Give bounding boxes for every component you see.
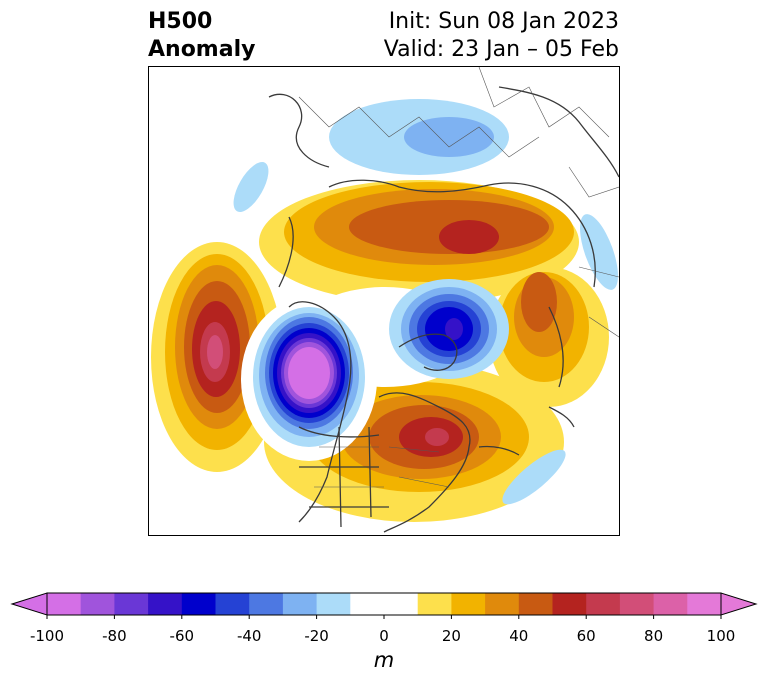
colorbar-swatch <box>586 593 621 615</box>
negative-anomaly-eurasia <box>233 99 618 505</box>
colorbar-swatch <box>384 593 419 615</box>
colorbar-swatch <box>518 593 553 615</box>
title-right: Init: Sun 08 Jan 2023 Valid: 23 Jan – 05… <box>384 8 619 64</box>
colorbar-swatch <box>485 593 520 615</box>
borders <box>298 67 619 488</box>
negative-anomaly-greenland <box>389 279 509 379</box>
map-canvas <box>151 67 619 533</box>
title-variable: H500 <box>148 9 213 34</box>
title-field: Anomaly <box>148 37 256 62</box>
colorbar-swatch <box>282 593 318 615</box>
colorbar-tick-label: 60 <box>576 627 596 645</box>
colorbar-tick-label: -80 <box>102 627 127 645</box>
colorbar-max-extension <box>720 592 758 616</box>
colorbar <box>10 592 758 619</box>
colorbar-swatch <box>47 593 82 615</box>
colorbar-tick-label: 100 <box>706 627 736 645</box>
colorbar-swatch <box>114 593 149 615</box>
coastlines <box>268 86 619 533</box>
colorbar-swatch <box>687 593 722 615</box>
valid-range: Valid: 23 Jan – 05 Feb <box>383 37 619 62</box>
colorbar-min-extension <box>10 592 48 616</box>
colorbar-swatch <box>215 593 250 615</box>
colorbar-tick-label: 40 <box>509 627 529 645</box>
title-left: H500 Anomaly <box>148 8 255 64</box>
colorbar-swatch <box>148 593 183 615</box>
colorbar-swatch <box>552 593 587 615</box>
colorbar-swatch <box>80 593 115 615</box>
colorbar-tick-label: -40 <box>236 627 262 645</box>
anomaly-map <box>148 66 620 536</box>
positive-anomaly-arctic <box>259 180 609 407</box>
colorbar-tick-label: 0 <box>379 627 389 645</box>
colorbar-tick-label: -60 <box>169 627 195 645</box>
colorbar-swatch <box>451 593 486 615</box>
colorbar-tick-label: 80 <box>644 627 664 645</box>
colorbar-swatch <box>249 593 284 615</box>
positive-anomaly-pacific <box>151 242 283 472</box>
negative-anomaly-west <box>241 297 377 461</box>
init-date: Init: Sun 08 Jan 2023 <box>388 9 619 34</box>
colorbar-swatch <box>350 593 385 615</box>
colorbar-swatch <box>181 593 216 615</box>
colorbar-tick-label: -20 <box>304 627 329 645</box>
colorbar-unit: m <box>373 648 395 672</box>
colorbar-swatch <box>653 593 688 615</box>
colorbar-swatch <box>316 593 351 615</box>
colorbar-tick-label: 20 <box>441 627 461 645</box>
colorbar-swatch <box>619 593 655 615</box>
colorbar-tick-label: -100 <box>29 627 65 645</box>
colorbar-swatch <box>417 593 452 615</box>
